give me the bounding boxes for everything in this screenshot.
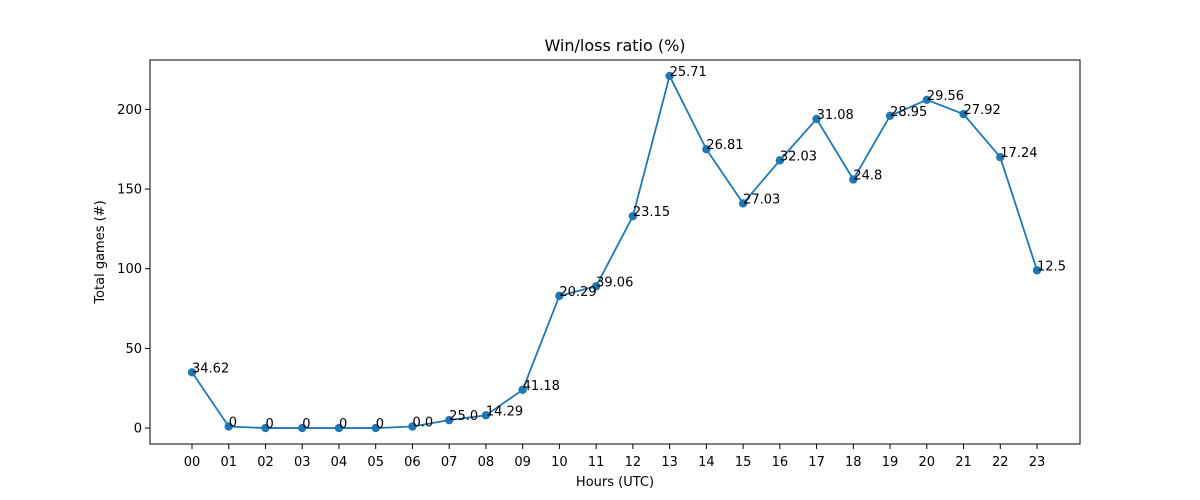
x-tick-label: 16 [772, 455, 789, 470]
data-point [591, 282, 601, 291]
data-label: 26.81 [706, 138, 743, 153]
data-label: 0 [229, 415, 237, 430]
data-point [187, 368, 197, 377]
data-point [812, 114, 821, 124]
data-point [334, 423, 344, 433]
y-tick-label: 0 [134, 422, 142, 437]
data-label: 25.71 [670, 65, 707, 80]
data-point [738, 199, 748, 208]
x-tick-label: 17 [808, 455, 825, 470]
data-point [702, 145, 711, 154]
data-point [665, 71, 674, 81]
x-tick-label: 15 [735, 455, 752, 470]
data-label: 0 [265, 417, 273, 432]
x-tick-label: 03 [294, 455, 311, 470]
x-tick-label: 02 [257, 455, 274, 470]
x-tick-label: 04 [331, 455, 348, 470]
data-point [885, 111, 895, 120]
data-label: 32.03 [780, 149, 817, 164]
data-point [922, 95, 931, 105]
data-point [261, 423, 270, 433]
data-point [959, 109, 968, 119]
data-label: 14.29 [486, 404, 523, 419]
data-point [849, 175, 858, 184]
x-axis: 00 01 02 03 04 05 06 07 08 09 10 11 12 13 14 15 16 17 18 19… [184, 444, 1046, 470]
data-point [628, 211, 638, 221]
x-tick-label: 10 [551, 455, 568, 470]
y-tick-label: 200 [117, 103, 142, 118]
data-label: 17.24 [1000, 146, 1037, 161]
y-axis-label: Total games (#) [93, 200, 108, 304]
data-label: 23.15 [633, 205, 670, 220]
data-point [298, 423, 307, 433]
data-point [444, 415, 454, 425]
x-tick-label: 22 [992, 455, 1009, 470]
x-tick-label: 20 [919, 455, 936, 470]
x-tick-label: 00 [184, 455, 201, 470]
data-point [775, 156, 785, 165]
data-label: 31.08 [817, 108, 854, 123]
x-tick-label: 12 [625, 455, 642, 470]
x-tick-label: 09 [514, 455, 531, 470]
series-line [191, 73, 1038, 429]
data-label: 12.5 [1037, 259, 1066, 274]
x-tick-label: 19 [882, 455, 899, 470]
data-label: 20.29 [559, 285, 596, 300]
data-label: 41.18 [523, 379, 560, 394]
data-point [555, 291, 564, 301]
x-tick-label: 06 [404, 455, 421, 470]
data-label: 0 [376, 417, 384, 432]
data-label: 0.0 [412, 415, 433, 430]
data-label: 29.56 [927, 89, 964, 104]
y-tick-label: 50 [125, 342, 142, 357]
data-label: 39.06 [596, 275, 633, 290]
data-point [996, 152, 1005, 162]
x-axis-label: Hours (UTC) [576, 475, 654, 490]
chart-title: Win/loss ratio (%) [544, 36, 685, 55]
data-point [518, 385, 527, 395]
plot-area-frame [149, 59, 1081, 445]
data-label: 27.03 [743, 192, 780, 207]
x-tick-label: 01 [220, 455, 237, 470]
data-point [371, 423, 380, 433]
y-tick-label: 150 [117, 183, 142, 198]
data-label: 0 [339, 417, 347, 432]
data-label: 25.0 [449, 409, 478, 424]
x-tick-label: 21 [955, 455, 972, 470]
data-label: 28.95 [890, 105, 927, 120]
data-label: 27.92 [964, 103, 1001, 118]
data-point [224, 422, 233, 431]
x-tick-label: 07 [441, 455, 458, 470]
data-points [187, 71, 1042, 433]
y-axis: 0 50 100 150 200 [117, 103, 150, 437]
x-tick-label: 08 [478, 455, 495, 470]
x-tick-label: 18 [845, 455, 862, 470]
data-point [408, 422, 417, 431]
x-tick-label: 14 [698, 455, 715, 470]
y-tick-label: 100 [117, 262, 142, 277]
data-point [1032, 266, 1042, 275]
data-label: 34.62 [192, 361, 229, 376]
x-tick-label: 23 [1029, 455, 1046, 470]
x-tick-label: 05 [367, 455, 384, 470]
x-tick-label: 11 [588, 455, 605, 470]
data-label: 0 [302, 417, 310, 432]
x-tick-label: 13 [661, 455, 678, 470]
data-point [481, 411, 491, 420]
data-label: 24.8 [853, 169, 882, 184]
